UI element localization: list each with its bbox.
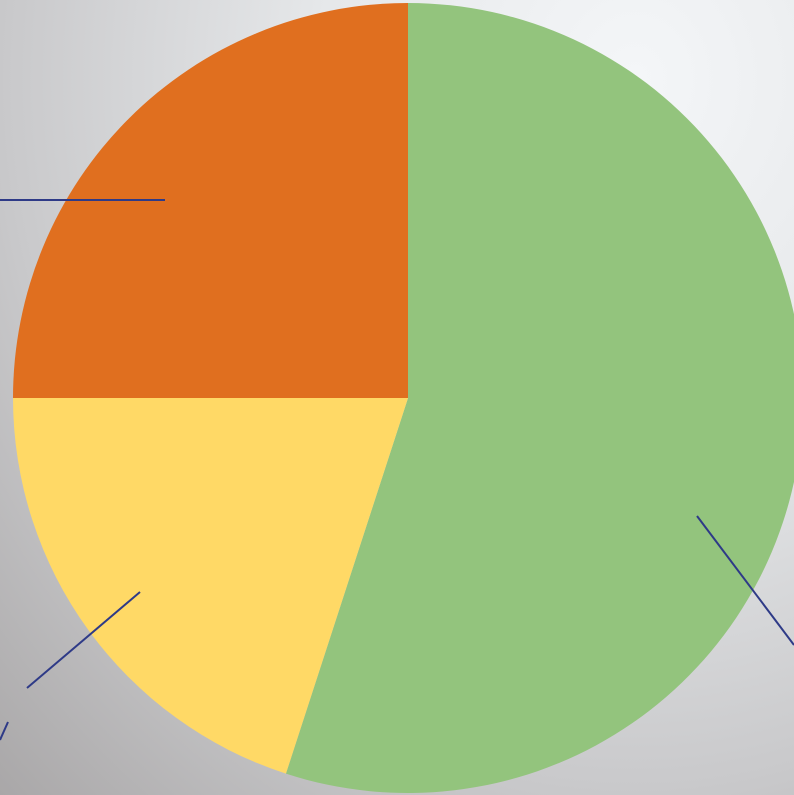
leader-line <box>0 722 8 740</box>
chart <box>0 0 794 795</box>
pie <box>13 3 794 793</box>
